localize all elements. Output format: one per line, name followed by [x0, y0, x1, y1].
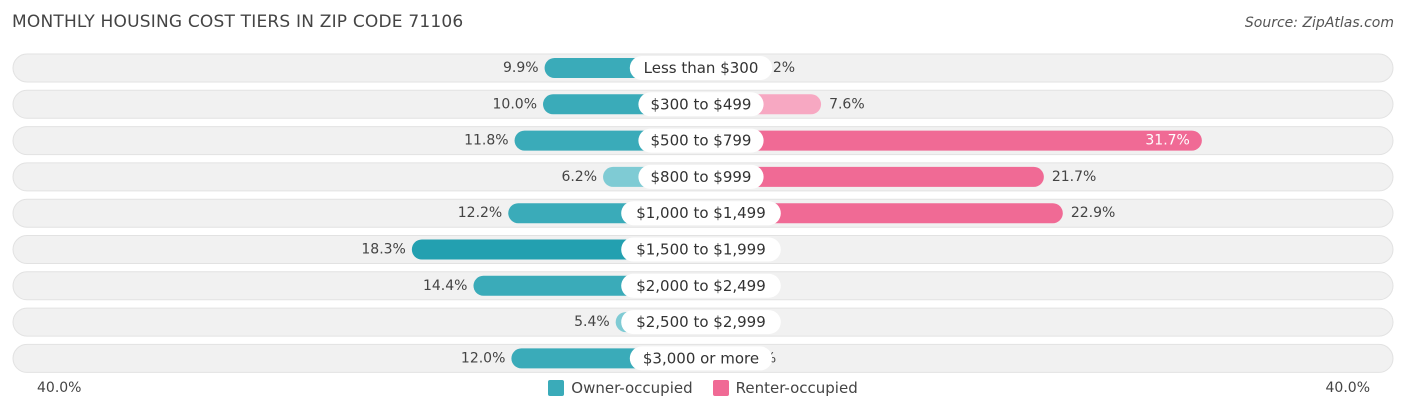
category-label: $300 to $499 [651, 95, 752, 113]
category-pill [621, 273, 781, 298]
category-label: $2,500 to $2,999 [636, 313, 766, 331]
owner-value-label: 14.4% [423, 278, 467, 294]
owner-value-label: 11.8% [464, 133, 508, 149]
owner-value-label: 12.0% [461, 350, 505, 366]
owner-value-label: 18.3% [361, 242, 405, 258]
owner-value-label: 5.4% [574, 314, 610, 330]
legend-item-owner[interactable]: Owner-occupied [548, 379, 693, 397]
legend-label-renter: Renter-occupied [735, 379, 858, 397]
category-label: $3,000 or more [643, 349, 759, 367]
category-label: $1,000 to $1,499 [636, 204, 766, 222]
source-label: Source: ZipAtlas.com [1244, 15, 1394, 31]
renter-bar [691, 203, 1063, 224]
category-label: Less than $300 [644, 59, 759, 77]
category-label: $800 to $999 [651, 168, 752, 186]
category-label: $500 to $799 [651, 132, 752, 150]
legend-swatch-renter [712, 380, 729, 396]
category-pill [621, 237, 781, 262]
owner-value-label: 9.9% [503, 60, 539, 76]
category-pill [621, 310, 781, 335]
category-pill [638, 128, 764, 153]
chart-title: MONTHLY HOUSING COST TIERS IN ZIP CODE 7… [12, 12, 464, 32]
legend-swatch-owner [548, 380, 565, 396]
category-pill [629, 346, 773, 371]
category-pill [621, 201, 781, 226]
owner-value-label: 12.2% [458, 205, 502, 221]
category-label: $1,500 to $1,999 [636, 241, 766, 259]
renter-value-label: 7.6% [829, 96, 865, 112]
renter-value-label: 31.7% [1145, 133, 1189, 149]
category-pill [638, 164, 764, 189]
renter-value-label: 22.9% [1071, 205, 1115, 221]
renter-value-label: 21.7% [1052, 169, 1096, 185]
axis-right-label: 40.0% [1325, 380, 1370, 396]
legend-label-owner: Owner-occupied [571, 379, 693, 397]
legend: Owner-occupied Renter-occupied [0, 379, 1406, 397]
category-label: $2,000 to $2,499 [636, 277, 766, 295]
axis-left-label: 40.0% [37, 380, 82, 396]
renter-bar [691, 130, 1202, 151]
owner-value-label: 10.0% [493, 96, 537, 112]
renter-bar [691, 166, 1044, 187]
category-pill [638, 92, 764, 117]
owner-value-label: 6.2% [561, 169, 597, 185]
legend-item-renter[interactable]: Renter-occupied [712, 379, 858, 397]
category-pill [629, 56, 773, 80]
